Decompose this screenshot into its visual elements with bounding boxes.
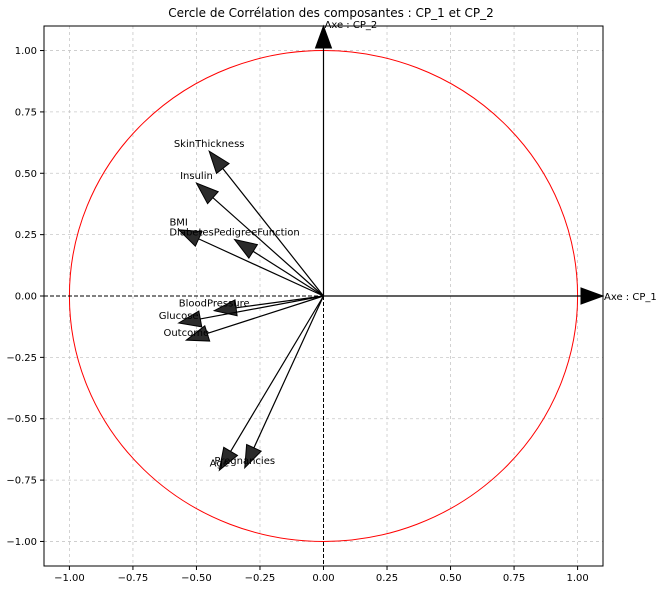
x-axis-ticks: −1.00 −0.75 −0.50 −0.25 0.00 0.25 0.50 0.75 1.00 <box>54 566 589 584</box>
x-tick-label: −1.00 <box>54 573 85 584</box>
variable-label-diabetespedigreefunction: DiabetesPedigreeFunction <box>169 228 299 239</box>
y-tick-label: 0.25 <box>15 230 37 241</box>
x-tick-label: −0.25 <box>245 573 276 584</box>
variable-label-glucose: Glucose <box>159 311 199 322</box>
y-tick-label: 1.00 <box>15 46 37 57</box>
variable-label-age: Age <box>210 458 229 469</box>
variable-arrow-outcome <box>184 295 324 342</box>
x-tick-label: 0.50 <box>439 573 461 584</box>
variable-label-pregnancies: Pregnancies <box>214 456 275 467</box>
variable-arrow-bloodpressure-head <box>212 299 238 317</box>
variable-arrow-pregnancies-shaft <box>253 295 325 449</box>
x-tick-label: 0.00 <box>312 573 334 584</box>
variable-arrow-glucose <box>177 295 324 328</box>
variable-arrow-pregnancies <box>244 295 325 470</box>
variable-arrow-skinthickness-shaft <box>222 168 324 297</box>
variable-arrow-age-shaft <box>230 295 325 452</box>
variable-arrow-diabetespedigreefunction <box>233 238 324 297</box>
variable-arrow-age-head <box>218 446 239 472</box>
variable-arrow-glucose-head <box>177 310 203 328</box>
variable-arrow-diabetespedigreefunction-head <box>233 238 259 259</box>
axis-arrow-1-head <box>580 287 605 305</box>
axis-arrow-2-head <box>314 24 333 49</box>
variable-arrow-bmi-head <box>177 229 203 248</box>
variable-label-skinthickness: SkinThickness <box>174 139 245 150</box>
variable-arrows-layer <box>177 24 605 472</box>
variable-label-insulin: Insulin <box>180 171 213 182</box>
axis-arrow-label-1: Axe : CP_1 <box>604 292 657 303</box>
variable-arrow-skinthickness <box>208 150 324 297</box>
x-tick-label: −0.50 <box>181 573 212 584</box>
variable-arrow-glucose-shaft <box>200 295 324 320</box>
variable-arrow-pregnancies-head <box>244 443 263 470</box>
variable-arrow-insulin-shaft <box>212 197 324 297</box>
y-tick-label: −0.75 <box>6 476 37 487</box>
x-tick-label: 0.75 <box>503 573 525 584</box>
y-tick-label: 0.75 <box>15 107 37 118</box>
variable-arrow-diabetespedigreefunction-shaft <box>252 250 324 297</box>
variable-label-bmi: BMI <box>169 218 187 229</box>
variable-arrow-insulin <box>195 182 324 297</box>
y-tick-label: 0.00 <box>15 292 37 303</box>
y-tick-label: −0.25 <box>6 353 37 364</box>
variable-arrow-outcome-head <box>184 324 211 342</box>
variable-arrow-bloodpressure <box>212 295 324 317</box>
variable-arrow-bloodpressure-shaft <box>235 295 324 309</box>
variable-labels-layer: SkinThickness Insulin BMIDiabetesPedigreeF… <box>159 20 657 469</box>
y-tick-label: 0.50 <box>15 169 37 180</box>
x-tick-label: 0.25 <box>376 573 398 584</box>
x-tick-label: 1.00 <box>566 573 588 584</box>
y-axis-ticks: −1.00 −0.75 −0.50 −0.25 0.00 0.25 0.50 0.75 1.00 <box>6 46 44 548</box>
axis-arrow-1 <box>323 287 605 305</box>
variable-arrow-skinthickness-head <box>208 150 230 175</box>
variable-arrow-bmi <box>177 229 324 297</box>
chart-title: Cercle de Corrélation des composantes : … <box>168 6 493 20</box>
variable-label-bloodpressure: BloodPressure <box>179 299 250 310</box>
y-tick-label: −1.00 <box>6 537 37 548</box>
axis-arrow-2 <box>314 24 333 296</box>
variable-label-outcome: Outcome <box>163 328 209 339</box>
variable-arrow-bmi-shaft <box>198 238 324 297</box>
x-tick-label: −0.75 <box>118 573 149 584</box>
variable-arrow-outcome-shaft <box>207 295 324 335</box>
variable-arrow-age <box>218 295 325 472</box>
y-tick-label: −0.50 <box>6 414 37 425</box>
variable-arrow-insulin-head <box>195 182 220 205</box>
